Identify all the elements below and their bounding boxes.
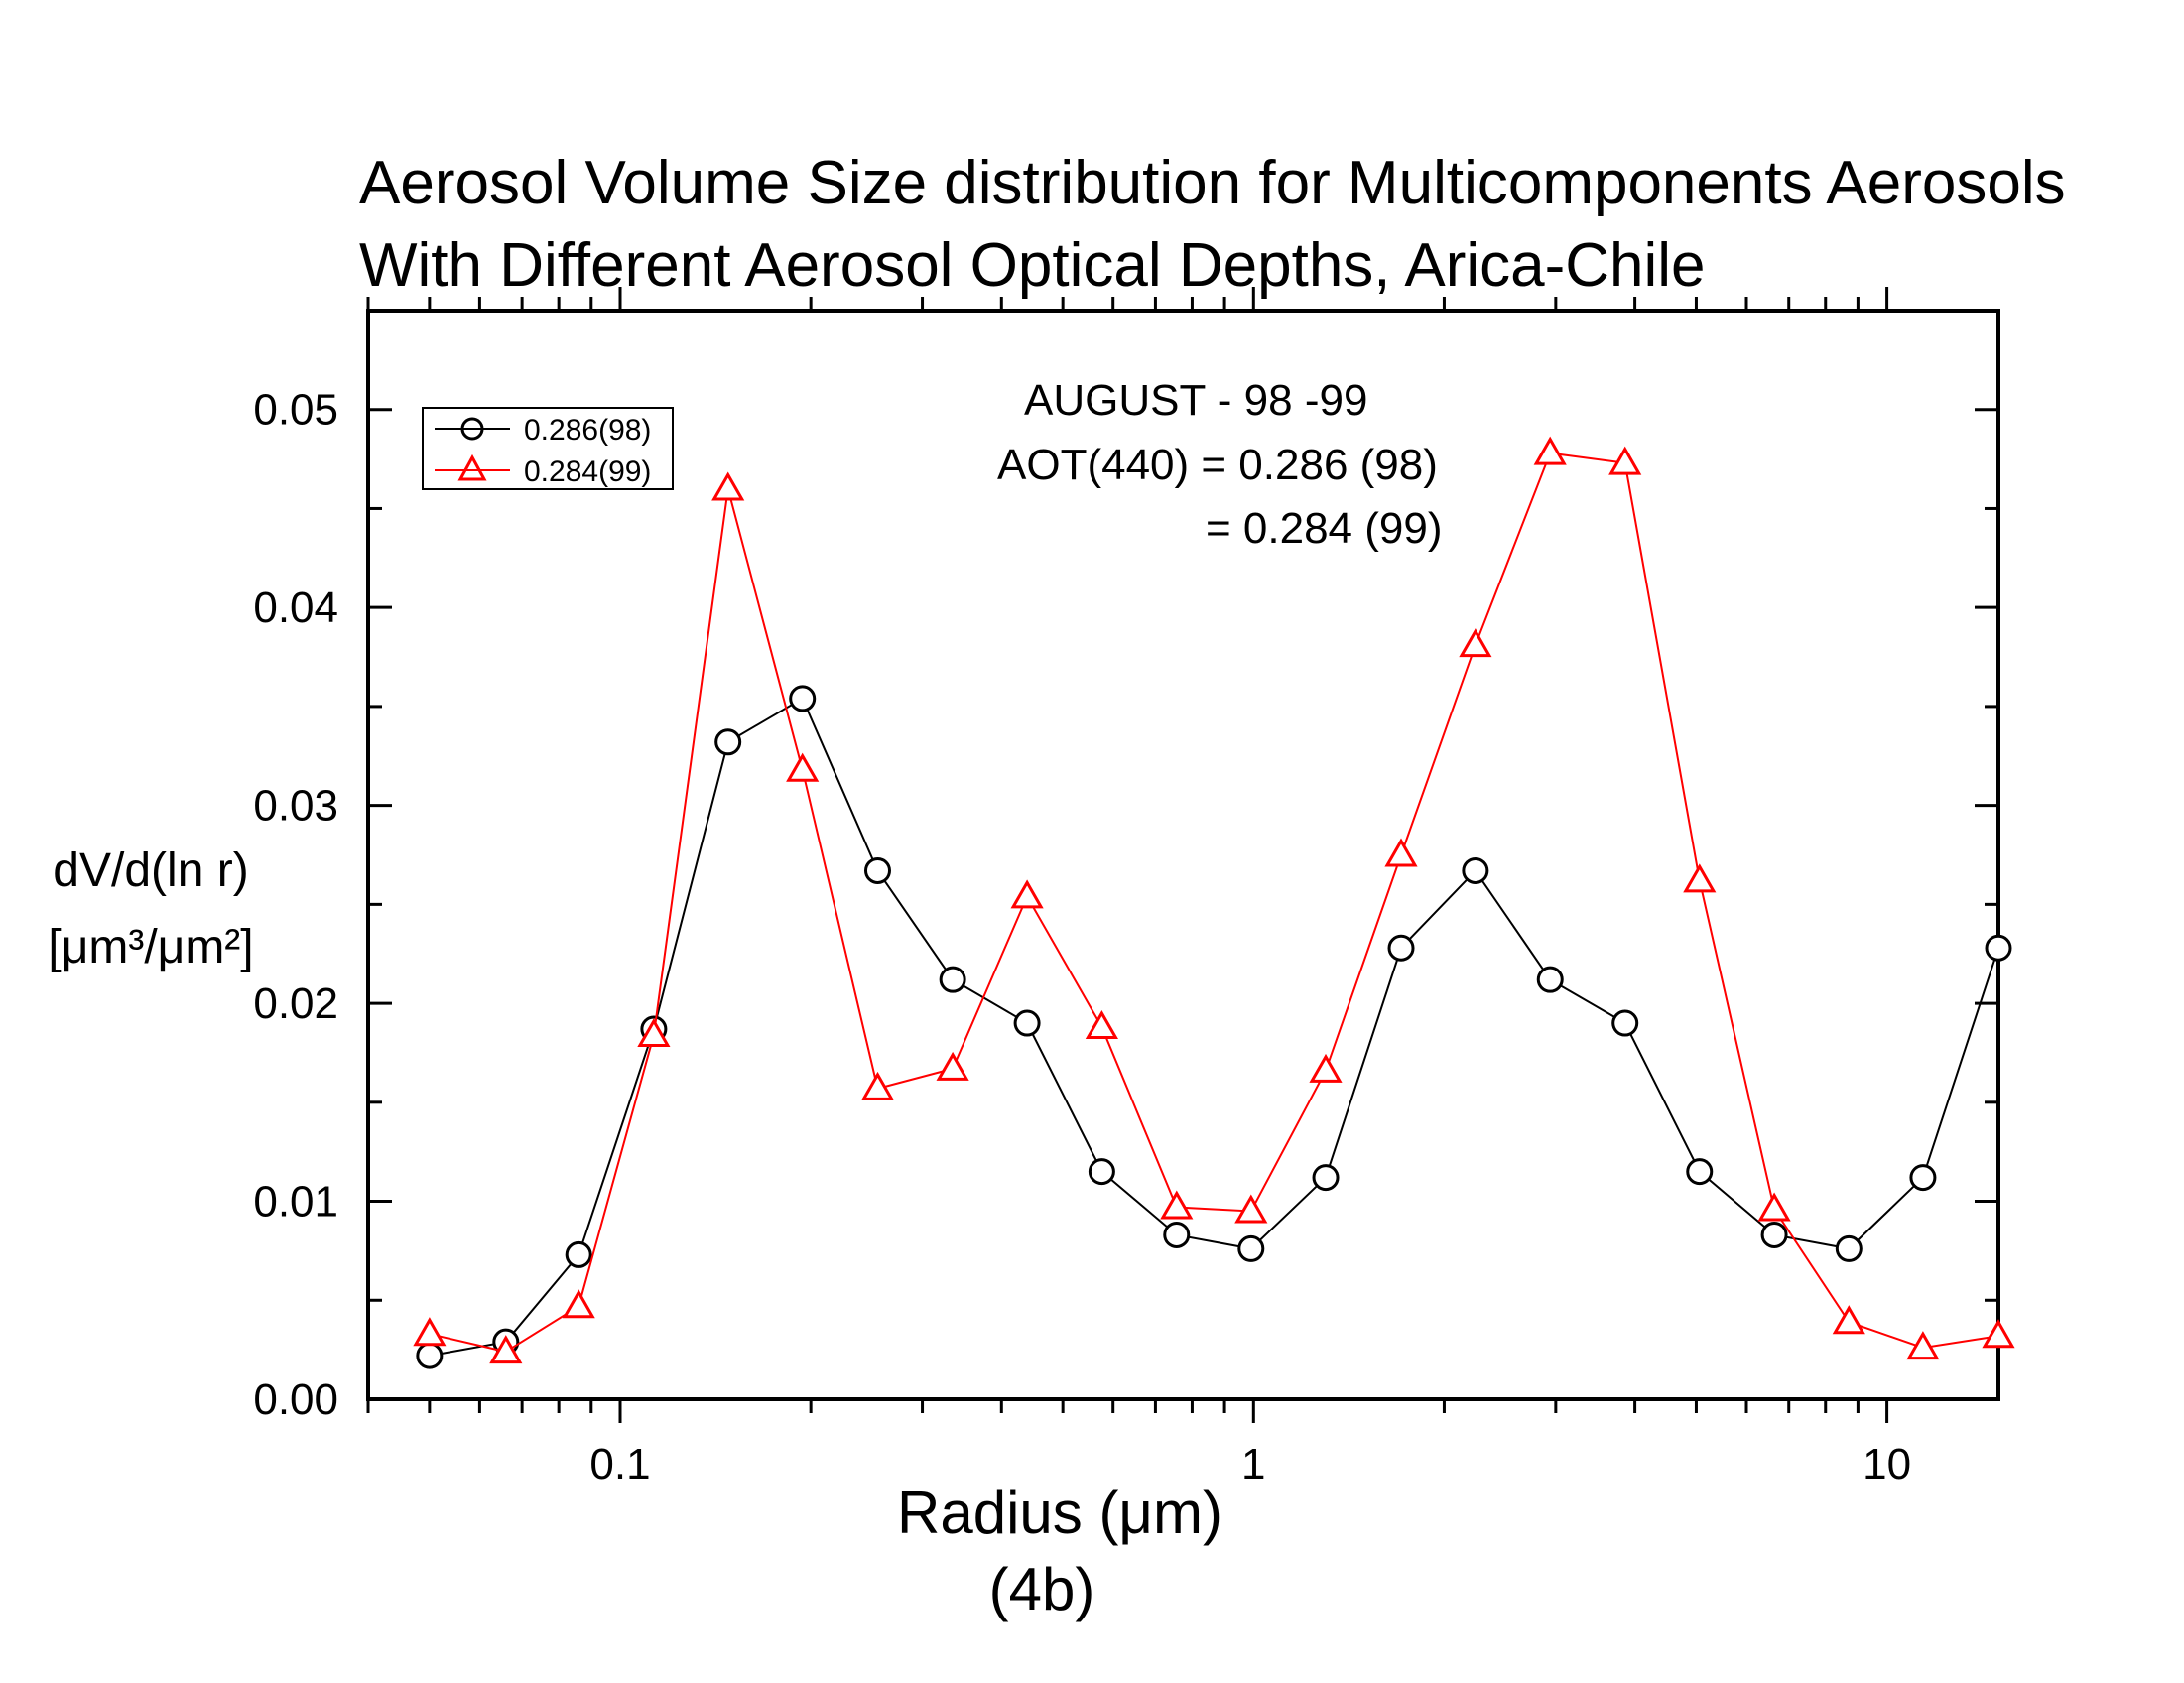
data-point-circle	[1312, 1164, 1340, 1192]
data-point-circle	[789, 685, 817, 712]
x-axis-sublabel: (4b)	[989, 1556, 1095, 1622]
data-point-circle	[1611, 1009, 1639, 1037]
data-point-circle	[1013, 1009, 1041, 1037]
data-point-circle	[863, 856, 891, 884]
chart-title-line-2: With Different Aerosol Optical Depths, A…	[359, 231, 1706, 300]
data-point-circle	[1237, 1234, 1265, 1262]
data-point-circle	[1909, 1164, 1937, 1192]
x-tick-label: 10	[1863, 1440, 1911, 1489]
x-tick-label: 0.1	[589, 1440, 650, 1489]
data-point-circle	[1686, 1158, 1714, 1186]
series-1	[416, 685, 2012, 1369]
legend-label-2: 0.284(99)	[524, 455, 651, 488]
data-point-triangle	[711, 471, 745, 501]
annotation-line-2: AOT(440) = 0.286 (98)	[997, 441, 1438, 489]
data-point-triangle	[1309, 1053, 1343, 1083]
data-point-triangle	[1459, 628, 1492, 658]
data-point-circle	[939, 966, 966, 993]
data-point-circle	[1163, 1221, 1191, 1248]
y-tick-label: 0.00	[253, 1375, 338, 1424]
data-point-circle	[1387, 934, 1415, 962]
data-point-triangle	[786, 752, 820, 782]
series-2	[413, 436, 2015, 1364]
legend-label-1: 0.286(98)	[524, 414, 651, 447]
data-point-triangle	[936, 1051, 969, 1081]
data-point-circle	[416, 1342, 444, 1369]
data-point-triangle	[413, 1317, 447, 1347]
legend: 0.286(98) 0.284(99)	[422, 407, 674, 490]
data-point-triangle	[562, 1289, 595, 1319]
data-point-circle	[1536, 966, 1564, 993]
chart-title: Aerosol Volume Size distribution for Mul…	[359, 149, 2066, 300]
data-point-triangle	[1384, 838, 1418, 867]
annotation: AUGUST - 98 -99 AOT(440) = 0.286 (98) = …	[997, 376, 1443, 553]
legend-box	[422, 407, 674, 490]
annotation-line-3: = 0.284 (99)	[1206, 504, 1443, 553]
x-tick-label: 1	[1241, 1440, 1265, 1489]
data-point-triangle	[1906, 1331, 1940, 1360]
data-point-triangle	[1085, 1009, 1118, 1039]
data-point-circle	[1462, 856, 1489, 884]
data-point-triangle	[1982, 1319, 2015, 1349]
data-point-triangle	[1533, 436, 1567, 465]
legend-marker-circle-icon	[460, 417, 484, 441]
annotation-line-1: AUGUST - 98 -99	[1024, 376, 1367, 425]
data-point-triangle	[1757, 1192, 1791, 1222]
data-point-triangle	[860, 1071, 895, 1100]
y-tick-label: 0.01	[253, 1178, 338, 1227]
legend-entry-2: 0.284(99)	[435, 453, 651, 488]
data-point-circle	[714, 728, 742, 756]
y-axis-units: [μm³/μm²]	[48, 921, 253, 973]
y-tick-label: 0.04	[253, 583, 338, 632]
y-tick-label: 0.03	[253, 782, 338, 831]
series-layer	[413, 436, 2015, 1369]
data-point-triangle	[1160, 1190, 1194, 1220]
data-point-circle	[1835, 1234, 1863, 1262]
legend-marker-triangle-icon	[457, 453, 487, 481]
data-point-circle	[565, 1240, 592, 1268]
data-point-triangle	[1010, 879, 1044, 909]
y-axis-label: dV/d(ln r)	[53, 844, 248, 897]
data-point-triangle	[1832, 1305, 1865, 1335]
data-point-triangle	[637, 1017, 671, 1047]
data-point-circle	[1088, 1158, 1115, 1186]
series-line	[429, 452, 1999, 1354]
axes: 0.00 0.01 0.02 0.03 0.04 0.05 0.1 1 10	[253, 287, 2000, 1489]
plot-frame	[366, 309, 2000, 1401]
y-tick-label: 0.05	[253, 386, 338, 435]
series-line	[429, 697, 1999, 1358]
x-axis-label: Radius (μm)	[897, 1480, 1222, 1546]
data-point-triangle	[1683, 863, 1717, 893]
data-point-circle	[1760, 1221, 1788, 1248]
y-tick-label: 0.02	[253, 979, 338, 1028]
data-point-triangle	[489, 1335, 523, 1364]
data-point-circle	[1985, 934, 2012, 962]
data-point-triangle	[1608, 446, 1642, 475]
chart-title-line-1: Aerosol Volume Size distribution for Mul…	[359, 149, 2066, 217]
data-point-triangle	[1234, 1194, 1268, 1224]
legend-entry-1: 0.286(98)	[435, 414, 651, 447]
